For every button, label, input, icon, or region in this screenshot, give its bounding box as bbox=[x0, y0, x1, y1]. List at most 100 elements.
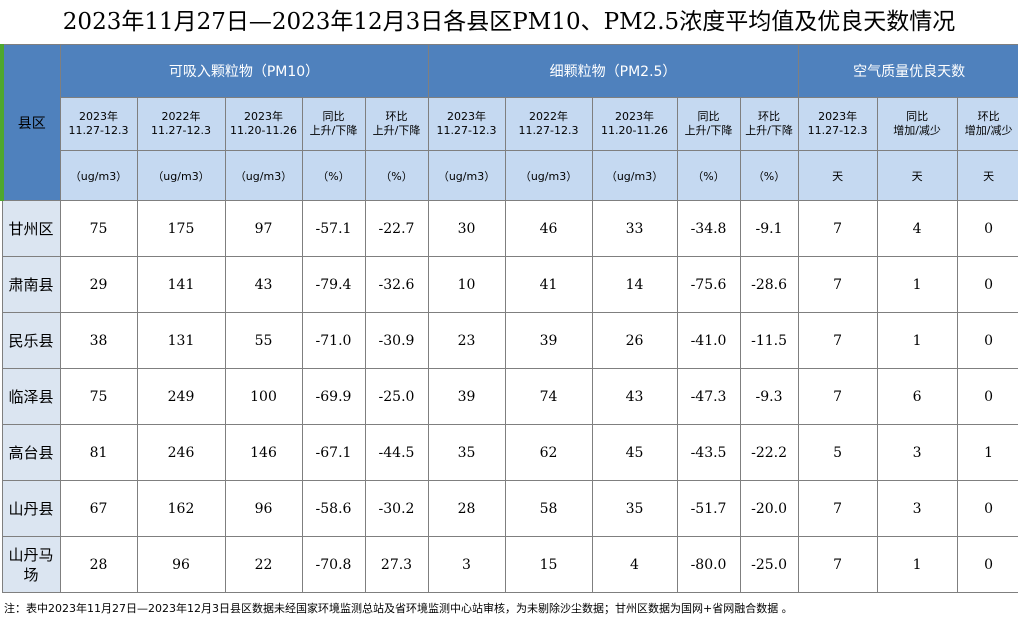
subheader-line: 上升/下降 bbox=[745, 124, 793, 137]
cell: 0 bbox=[956, 368, 1018, 425]
unit: （ug/m3） bbox=[59, 150, 138, 201]
unit: （%） bbox=[301, 150, 366, 201]
subheader-line: 11.27-12.3 bbox=[68, 124, 129, 137]
cell: 5 bbox=[797, 424, 878, 481]
county: 山丹马场 bbox=[1, 536, 61, 593]
cell: 62 bbox=[504, 424, 593, 481]
subheader-row: 2023年 11.27-12.3 2022年 11.27-12.3 2023年 11.20… bbox=[2, 97, 1018, 151]
unit: （%） bbox=[364, 150, 429, 201]
cell: 27.3 bbox=[364, 536, 429, 593]
unit-row: （ug/m3） （ug/m3） （ug/m3） （%） （%） （ug/m3） （ug/m3… bbox=[2, 150, 1018, 201]
cell: -51.7 bbox=[676, 480, 741, 537]
cell: 100 bbox=[224, 368, 303, 425]
group-row: 县区 可吸入颗粒物（PM10） 细颗粒物（PM2.5） 空气质量优良天数 bbox=[0, 44, 1018, 201]
cell: 1 bbox=[956, 424, 1018, 481]
cell: -43.5 bbox=[676, 424, 741, 481]
footnote: 注：表中2023年11月27日—2023年12月3日县区数据未经国家环境监测总站… bbox=[4, 602, 793, 615]
cell: -30.2 bbox=[364, 480, 429, 537]
cell: 162 bbox=[136, 480, 226, 537]
cell: 7 bbox=[797, 256, 878, 313]
cell: 55 bbox=[224, 312, 303, 369]
unit: 天 bbox=[797, 150, 878, 201]
title: 2023年11月27日—2023年12月3日各县区PM10、PM2.5浓度平均值… bbox=[62, 9, 956, 35]
cell: -80.0 bbox=[676, 536, 741, 593]
county: 高台县 bbox=[1, 424, 61, 481]
data-row: 山丹县 67 162 96 -58.6 -30.2 28 58 35 -51.7 -20.0 7 3 0 bbox=[1, 480, 1018, 537]
subheader-line: 2023年 bbox=[244, 110, 283, 123]
group-header: 可吸入颗粒物（PM10） bbox=[59, 44, 429, 98]
subheader: 环比 上升/下降 bbox=[364, 97, 429, 151]
cell: -79.4 bbox=[301, 256, 366, 313]
cell: 0 bbox=[956, 312, 1018, 369]
cell: 10 bbox=[427, 256, 506, 313]
county: 临泽县 bbox=[1, 368, 61, 425]
unit: （%） bbox=[739, 150, 799, 201]
cell: -20.0 bbox=[739, 480, 799, 537]
subheader-line: 2023年 bbox=[818, 110, 858, 123]
cell: 141 bbox=[136, 256, 226, 313]
subheader-line: 增加/减少 bbox=[964, 124, 1013, 137]
cell: -47.3 bbox=[676, 368, 741, 425]
cell: 4 bbox=[591, 536, 678, 593]
cell: -25.0 bbox=[739, 536, 799, 593]
county: 肃南县 bbox=[1, 256, 61, 313]
cell: -22.2 bbox=[739, 424, 799, 481]
cell: 75 bbox=[59, 200, 138, 257]
subheader: 2023年 11.27-12.3 bbox=[59, 97, 138, 151]
unit: （ug/m3） bbox=[224, 150, 303, 201]
cell: -67.1 bbox=[301, 424, 366, 481]
cell: 97 bbox=[224, 200, 303, 257]
cell: 3 bbox=[427, 536, 506, 593]
corner-header: 县区 bbox=[0, 44, 61, 201]
cell: -9.1 bbox=[739, 200, 799, 257]
subheader-line: 环比 bbox=[758, 110, 781, 123]
subheader-line: 2023年 bbox=[447, 110, 487, 123]
cell: 67 bbox=[59, 480, 138, 537]
cell: -75.6 bbox=[676, 256, 741, 313]
cell: 30 bbox=[427, 200, 506, 257]
cell: 23 bbox=[427, 312, 506, 369]
cell: -71.0 bbox=[301, 312, 366, 369]
data-row: 临泽县 75 249 100 -69.9 -25.0 39 74 43 -47.3 -9.3 7 6 0 bbox=[1, 368, 1018, 425]
cell: 175 bbox=[136, 200, 226, 257]
unit: 天 bbox=[876, 150, 958, 201]
cell: -11.5 bbox=[739, 312, 799, 369]
subheader: 2022年 11.27-12.3 bbox=[136, 97, 226, 151]
data-row: 肃南县 29 141 43 -79.4 -32.6 10 41 14 -75.6 -28.6 7 1 0 bbox=[1, 256, 1018, 313]
subheader: 2023年 11.20-11.26 bbox=[224, 97, 303, 151]
cell: 0 bbox=[956, 256, 1018, 313]
cell: -69.9 bbox=[301, 368, 366, 425]
cell: -22.7 bbox=[364, 200, 429, 257]
subheader: 2023年 11.20-11.26 bbox=[591, 97, 678, 151]
data-row: 民乐县 38 131 55 -71.0 -30.9 23 39 26 -41.0 -11.5 7 1 0 bbox=[1, 312, 1018, 369]
cell: 46 bbox=[504, 200, 593, 257]
cell: 45 bbox=[591, 424, 678, 481]
subheader: 2023年 11.27-12.3 bbox=[797, 97, 878, 151]
unit: 天 bbox=[956, 150, 1018, 201]
cell: -32.6 bbox=[364, 256, 429, 313]
cell: 0 bbox=[956, 480, 1018, 537]
county: 民乐县 bbox=[1, 312, 61, 369]
subheader-line: 2022年 bbox=[161, 110, 201, 123]
cell: 7 bbox=[797, 312, 878, 369]
cell: 249 bbox=[136, 368, 226, 425]
cell: 0 bbox=[956, 200, 1018, 257]
county: 山丹县 bbox=[1, 480, 61, 537]
cell: 28 bbox=[59, 536, 138, 593]
unit: （ug/m3） bbox=[504, 150, 593, 201]
cell: 14 bbox=[591, 256, 678, 313]
data-row: 甘州区 75 175 97 -57.1 -22.7 30 46 33 -34.8 -9.1 7 4 0 bbox=[1, 200, 1018, 257]
subheader: 同比 增加/减少 bbox=[876, 97, 958, 151]
subheader-line: 上升/下降 bbox=[309, 124, 358, 137]
subheader-line: 同比 bbox=[906, 110, 929, 123]
cell: 74 bbox=[504, 368, 593, 425]
subheader-line: 环比 bbox=[977, 110, 1000, 123]
subheader-line: 11.20-11.26 bbox=[230, 124, 297, 137]
cell: -57.1 bbox=[301, 200, 366, 257]
cell: 6 bbox=[876, 368, 958, 425]
data-row: 山丹马场 28 96 22 -70.8 27.3 3 15 4 -80.0 -25.0 7 1 0 bbox=[1, 536, 1018, 593]
cell: 1 bbox=[876, 312, 958, 369]
subheader-line: 环比 bbox=[385, 110, 408, 123]
cell: 22 bbox=[224, 536, 303, 593]
